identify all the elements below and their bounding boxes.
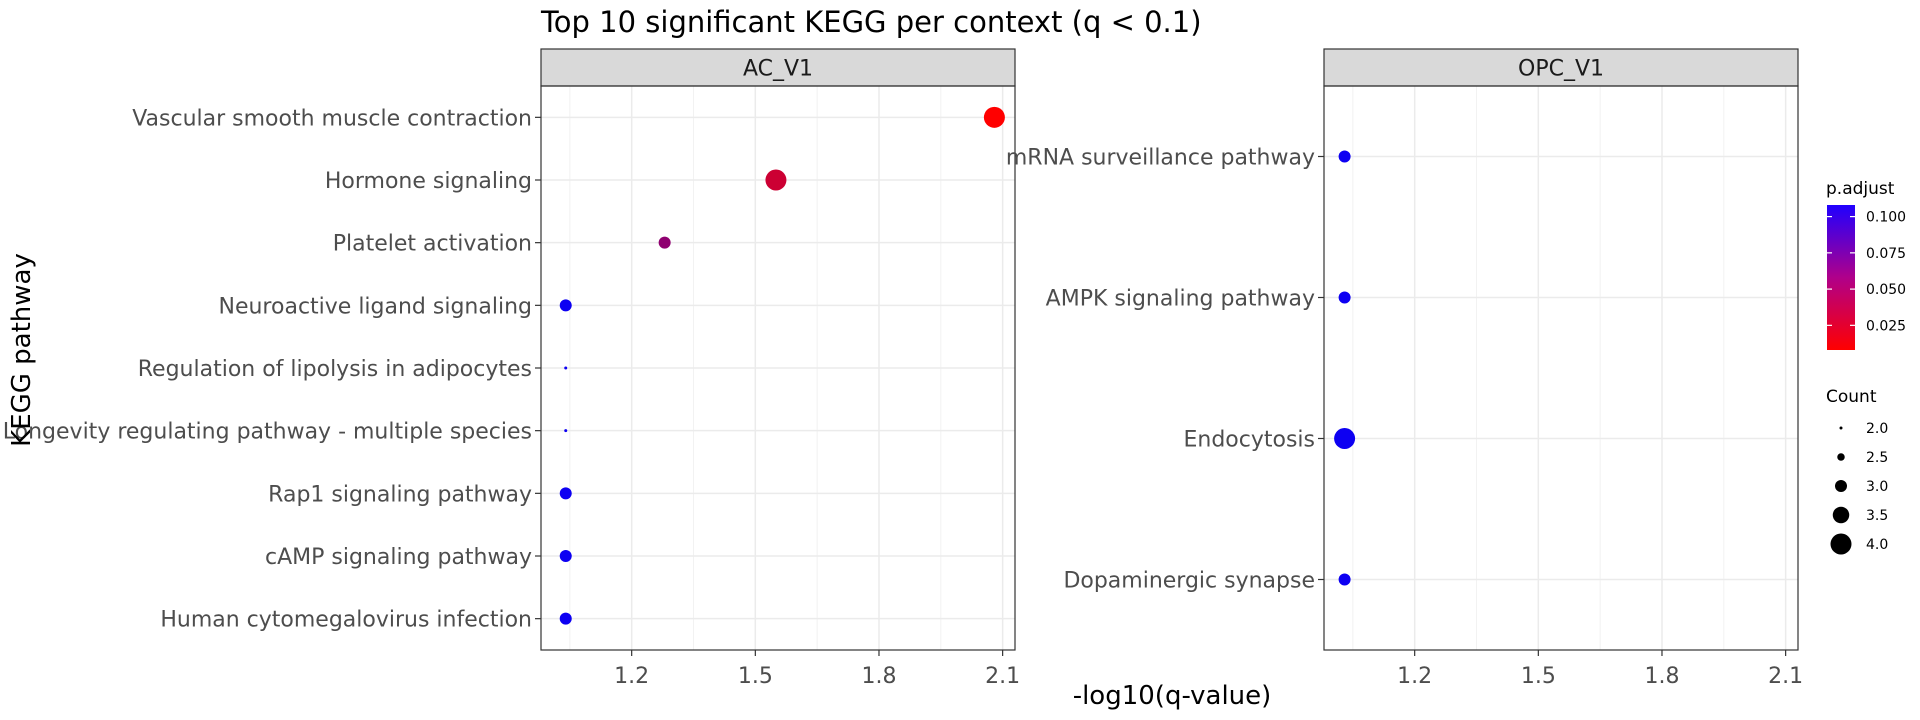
y-tick-label: cAMP signaling pathway <box>265 545 532 570</box>
data-point <box>564 429 568 433</box>
y-tick-label: Platelet activation <box>333 232 532 257</box>
data-point <box>658 236 671 249</box>
size-legend-title: Count <box>1826 387 1877 407</box>
color-legend-ticks: 0.025 0.050 0.075 0.100 <box>1827 210 1906 334</box>
color-legend-label: 0.075 <box>1866 246 1906 262</box>
x-tick-label: 2.1 <box>985 664 1020 689</box>
data-point <box>564 366 568 370</box>
facet-panel-ac-v1: AC_V1 Vascular smooth muscle contraction H… <box>3 48 1020 689</box>
facet-strip <box>540 48 1016 87</box>
data-point <box>983 106 1005 128</box>
data-point <box>559 550 572 562</box>
y-tick-label: Vascular smooth muscle contraction <box>132 106 532 131</box>
size-legend-key <box>1832 506 1850 524</box>
x-tick-label: 1.5 <box>1521 664 1556 689</box>
size-legend-key <box>1839 426 1843 430</box>
size-legend-key <box>1835 480 1847 492</box>
size-legend-label: 3.5 <box>1866 508 1888 524</box>
data-point <box>1338 291 1351 304</box>
color-legend-label: 0.100 <box>1866 210 1906 226</box>
y-tick-label: AMPK signaling pathway <box>1046 287 1315 312</box>
size-legend-label: 3.0 <box>1866 479 1888 495</box>
y-tick-label: Human cytomegalovirus infection <box>160 608 532 633</box>
size-legend-label: 4.0 <box>1866 537 1888 553</box>
color-legend-label: 0.025 <box>1866 318 1906 334</box>
y-tick-label: Regulation of lipolysis in adipocytes <box>138 357 532 382</box>
y-tick-label: Neuroactive ligand signaling <box>219 294 533 319</box>
y-axis-title: KEGG pathway <box>7 253 37 447</box>
data-point <box>1338 573 1351 586</box>
facet-strip-label: AC_V1 <box>743 57 813 82</box>
x-tick-label: 1.5 <box>738 664 773 689</box>
facet-strip-label: OPC_V1 <box>1518 57 1604 82</box>
color-legend-title: p.adjust <box>1826 179 1895 199</box>
x-tick-label: 1.2 <box>1397 664 1432 689</box>
x-tick-label: 1.8 <box>861 664 896 689</box>
panel-border <box>1323 85 1799 651</box>
y-tick-label: Rap1 signaling pathway <box>268 482 532 507</box>
facet-panel-opc-v1: OPC_V1 mRNA surveillance pathway AMPK sign… <box>1006 48 1803 689</box>
size-legend-key <box>1837 453 1845 461</box>
data-point <box>559 612 572 625</box>
facet-panels: AC_V1 Vascular smooth muscle contraction H… <box>3 48 1803 689</box>
color-legend-label: 0.050 <box>1866 282 1906 298</box>
size-legend-label: 2.5 <box>1866 450 1888 466</box>
data-point <box>559 487 572 500</box>
x-tick-label: 1.8 <box>1644 664 1679 689</box>
color-legend-bar <box>1827 205 1855 350</box>
x-tick-label: 1.2 <box>614 664 649 689</box>
data-point <box>765 169 787 191</box>
facet-strip <box>1323 48 1799 87</box>
y-tick-label: mRNA surveillance pathway <box>1006 146 1315 171</box>
y-tick-label: Longevity regulating pathway - multiple … <box>3 420 532 445</box>
y-tick-label: Hormone signaling <box>325 169 532 194</box>
y-tick-label: Endocytosis <box>1183 428 1315 453</box>
data-point <box>559 299 572 312</box>
panel-background <box>1324 86 1798 650</box>
size-legend-keys: 2.0 2.5 3.0 3.5 4.0 <box>1830 421 1888 555</box>
size-legend-key <box>1830 533 1852 555</box>
x-axis-title: -log10(q-value) <box>1073 681 1272 711</box>
data-point <box>1338 150 1351 163</box>
chart-title: Top 10 significant KEGG per context (q <… <box>540 5 1202 39</box>
y-tick-label: Dopaminergic synapse <box>1063 569 1315 594</box>
size-legend-label: 2.0 <box>1866 421 1888 437</box>
x-tick-label: 2.1 <box>1768 664 1803 689</box>
data-point <box>1334 428 1356 449</box>
